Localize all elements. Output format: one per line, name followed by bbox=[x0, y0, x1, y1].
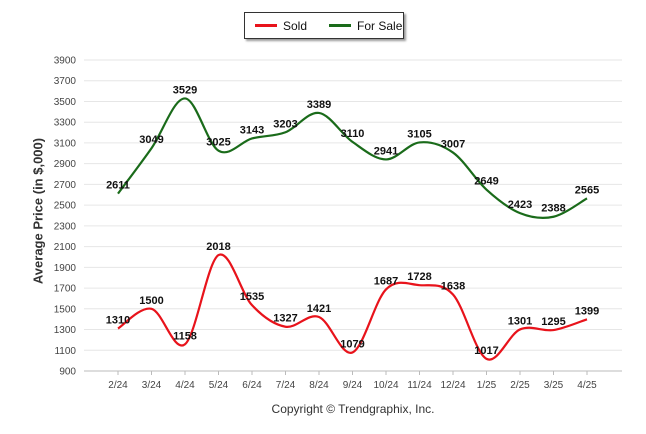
y-tick-label: 1100 bbox=[54, 346, 76, 357]
legend-item-for-sale: For Sale bbox=[329, 19, 402, 33]
y-tick-label: 2900 bbox=[54, 159, 77, 170]
y-tick-label: 2300 bbox=[54, 221, 77, 232]
data-label-sold: 1728 bbox=[407, 271, 431, 283]
data-label-for-sale: 3203 bbox=[273, 118, 297, 130]
data-label-for-sale: 3110 bbox=[341, 128, 365, 140]
legend-label-sold: Sold bbox=[283, 18, 308, 33]
data-label-for-sale: 3007 bbox=[441, 139, 465, 151]
x-tick-label: 10/24 bbox=[373, 380, 398, 391]
y-tick-label: 1700 bbox=[54, 284, 77, 295]
x-tick-label: 6/24 bbox=[242, 380, 262, 391]
x-tick-label: 2/24 bbox=[108, 380, 128, 391]
x-tick-label: 1/25 bbox=[477, 380, 497, 391]
data-label-sold: 1500 bbox=[139, 295, 163, 307]
data-label-for-sale: 2941 bbox=[374, 145, 398, 157]
data-label-for-sale: 3105 bbox=[407, 128, 431, 140]
x-tick-label: 2/25 bbox=[510, 380, 530, 391]
data-label-sold: 1079 bbox=[340, 338, 364, 350]
x-tick-label: 11/24 bbox=[407, 380, 432, 391]
data-label-sold: 1399 bbox=[575, 305, 599, 317]
data-label-sold: 1295 bbox=[541, 316, 565, 328]
data-label-sold: 1301 bbox=[508, 315, 532, 327]
data-label-for-sale: 3143 bbox=[240, 124, 264, 136]
y-tick-label: 3300 bbox=[54, 118, 77, 129]
data-label-sold: 1327 bbox=[273, 313, 297, 325]
x-tick-label: 3/25 bbox=[544, 380, 564, 391]
data-label-sold: 1638 bbox=[441, 280, 465, 292]
x-tick-label: 4/24 bbox=[175, 380, 195, 391]
chart-legend: Sold For Sale bbox=[244, 12, 404, 39]
data-label-sold: 1535 bbox=[240, 291, 264, 303]
y-axis-label: Average Price (in $,000) bbox=[30, 137, 46, 285]
x-tick-label: 8/24 bbox=[309, 380, 329, 391]
y-tick-label: 3900 bbox=[54, 56, 77, 67]
x-tick-label: 3/24 bbox=[142, 380, 162, 391]
y-tick-label: 3700 bbox=[54, 76, 77, 87]
data-label-for-sale: 3049 bbox=[139, 134, 163, 146]
y-tick-label: 2700 bbox=[54, 180, 77, 191]
copyright-text: Copyright © Trendgraphix, Inc. bbox=[271, 402, 435, 416]
y-tick-label: 1300 bbox=[54, 325, 77, 336]
data-label-for-sale: 3025 bbox=[206, 137, 230, 149]
x-tick-label: 7/24 bbox=[276, 380, 296, 391]
data-label-for-sale: 2423 bbox=[508, 199, 532, 211]
data-label-for-sale: 3389 bbox=[307, 99, 331, 111]
legend-item-sold: Sold bbox=[255, 19, 307, 33]
x-tick-label: 4/25 bbox=[577, 380, 597, 391]
series-line-sold bbox=[117, 253, 588, 361]
y-tick-label: 3500 bbox=[54, 97, 77, 108]
data-label-for-sale: 2611 bbox=[106, 180, 130, 192]
data-label-sold: 1158 bbox=[173, 330, 197, 342]
data-label-sold: 1421 bbox=[307, 303, 331, 315]
y-tick-label: 900 bbox=[59, 367, 76, 378]
y-tick-label: 1500 bbox=[54, 304, 77, 315]
legend-swatch-for-sale bbox=[329, 24, 352, 27]
y-tick-label: 3100 bbox=[54, 138, 77, 149]
legend-label-for-sale: For Sale bbox=[357, 18, 403, 33]
y-tick-label: 1900 bbox=[54, 263, 77, 274]
data-label-for-sale: 2649 bbox=[474, 176, 498, 188]
data-label-sold: 1017 bbox=[474, 345, 498, 357]
data-label-for-sale: 2388 bbox=[541, 203, 565, 215]
y-tick-label: 2500 bbox=[54, 201, 77, 212]
data-label-for-sale: 3529 bbox=[173, 84, 197, 96]
x-tick-label: 9/24 bbox=[343, 380, 363, 391]
x-tick-label: 5/24 bbox=[209, 380, 229, 391]
legend-swatch-sold bbox=[255, 24, 277, 27]
x-tick-label: 12/24 bbox=[440, 380, 465, 391]
data-label-for-sale: 2565 bbox=[575, 184, 599, 196]
data-label-sold: 1310 bbox=[106, 314, 130, 326]
series-line-for-sale bbox=[117, 97, 588, 219]
y-tick-label: 2100 bbox=[54, 242, 77, 253]
data-label-sold: 1687 bbox=[374, 275, 398, 287]
data-label-sold: 2018 bbox=[206, 241, 230, 253]
